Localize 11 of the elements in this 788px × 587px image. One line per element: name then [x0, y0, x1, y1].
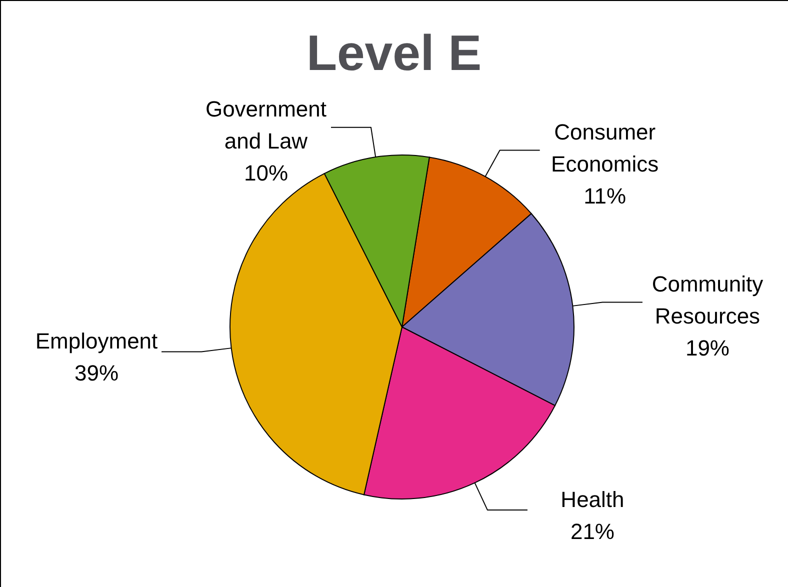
chart-title: Level E [306, 25, 482, 81]
data-label: 19% [685, 335, 730, 360]
data-label: 21% [570, 519, 614, 544]
slice-label: Community Resources [652, 271, 764, 328]
data-label: 39% [74, 360, 119, 386]
data-label: 10% [244, 160, 288, 186]
data-label: 11% [584, 183, 626, 208]
slice-label: Consumer Economics [551, 119, 659, 176]
legend-label: Health [560, 487, 624, 512]
slice-label: Government and Law [205, 96, 327, 154]
slice-label: Employment [35, 328, 158, 354]
